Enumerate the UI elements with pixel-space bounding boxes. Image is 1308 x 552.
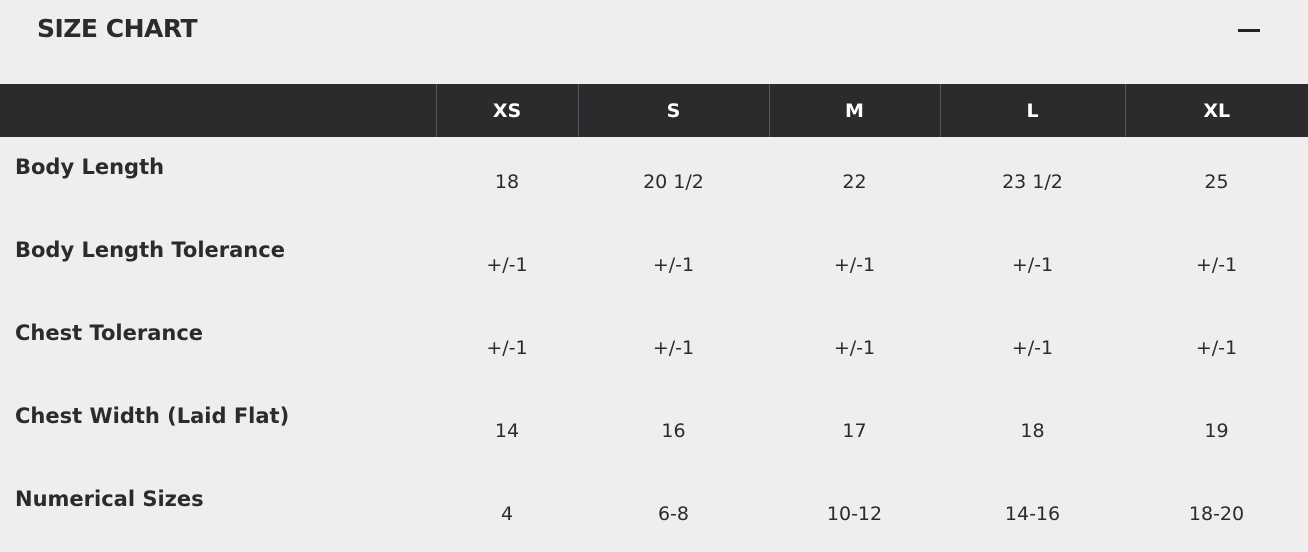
table-cell: +/-1 bbox=[652, 253, 695, 276]
table-cell: +/-1 bbox=[1011, 336, 1054, 359]
column-header: L bbox=[939, 84, 1125, 137]
table-cell: 25 bbox=[1204, 170, 1229, 193]
table-row: Body Length 18 20 1/2 22 23 1/2 25 bbox=[0, 137, 1308, 220]
table-row: Body Length Tolerance +/-1 +/-1 +/-1 +/-1 +/-… bbox=[0, 220, 1308, 303]
table-row: Chest Width (Laid Flat) 14 16 17 18 19 bbox=[0, 386, 1308, 469]
table-cell: +/-1 bbox=[833, 336, 876, 359]
table-cell: 18-20 bbox=[1188, 502, 1245, 525]
table-cell: +/-1 bbox=[833, 253, 876, 276]
table-cell: 18 bbox=[494, 170, 520, 193]
table-cell: 14-16 bbox=[1004, 502, 1061, 525]
table-cell: +/-1 bbox=[652, 336, 695, 359]
column-header: M bbox=[768, 84, 940, 137]
row-label: Body Length bbox=[15, 155, 165, 179]
table-cell: 22 bbox=[842, 170, 867, 193]
column-header bbox=[0, 84, 436, 137]
size-chart-table: XS S M L XL Body Length 18 20 1/2 22 23 1/2 25 Bod… bbox=[0, 84, 1308, 552]
row-label: Numerical Sizes bbox=[15, 487, 204, 511]
table-row: Chest Tolerance +/-1 +/-1 +/-1 +/-1 +/-1 bbox=[0, 303, 1308, 386]
size-chart-title: SIZE CHART bbox=[37, 14, 198, 43]
table-cell: +/-1 bbox=[486, 336, 528, 359]
row-label: Chest Tolerance bbox=[15, 321, 204, 345]
table-row: Numerical Sizes 4 6-8 10-12 14-16 18-20 bbox=[0, 469, 1308, 552]
table-cell: 16 bbox=[661, 419, 686, 442]
table-cell: 6-8 bbox=[657, 502, 690, 525]
table-cell: 17 bbox=[842, 419, 867, 442]
column-header: XL bbox=[1124, 84, 1308, 137]
table-cell: 20 1/2 bbox=[643, 170, 704, 193]
table-cell: 18 bbox=[1020, 419, 1045, 442]
row-label: Chest Width (Laid Flat) bbox=[15, 404, 290, 428]
column-header: S bbox=[577, 84, 769, 137]
minus-icon bbox=[1238, 29, 1260, 32]
table-header-row: XS S M L XL bbox=[0, 84, 1308, 137]
column-header: XS bbox=[435, 84, 578, 137]
table-cell: 23 1/2 bbox=[1002, 170, 1063, 193]
table-cell: 14 bbox=[494, 419, 520, 442]
table-cell: +/-1 bbox=[1011, 253, 1054, 276]
table-cell: +/-1 bbox=[486, 253, 528, 276]
table-cell: 10-12 bbox=[826, 502, 883, 525]
table-cell: +/-1 bbox=[1195, 253, 1238, 276]
row-label: Body Length Tolerance bbox=[15, 238, 285, 262]
table-cell: 19 bbox=[1204, 419, 1229, 442]
table-cell: 4 bbox=[500, 502, 514, 525]
collapse-button[interactable] bbox=[1238, 18, 1260, 42]
table-cell: +/-1 bbox=[1195, 336, 1238, 359]
